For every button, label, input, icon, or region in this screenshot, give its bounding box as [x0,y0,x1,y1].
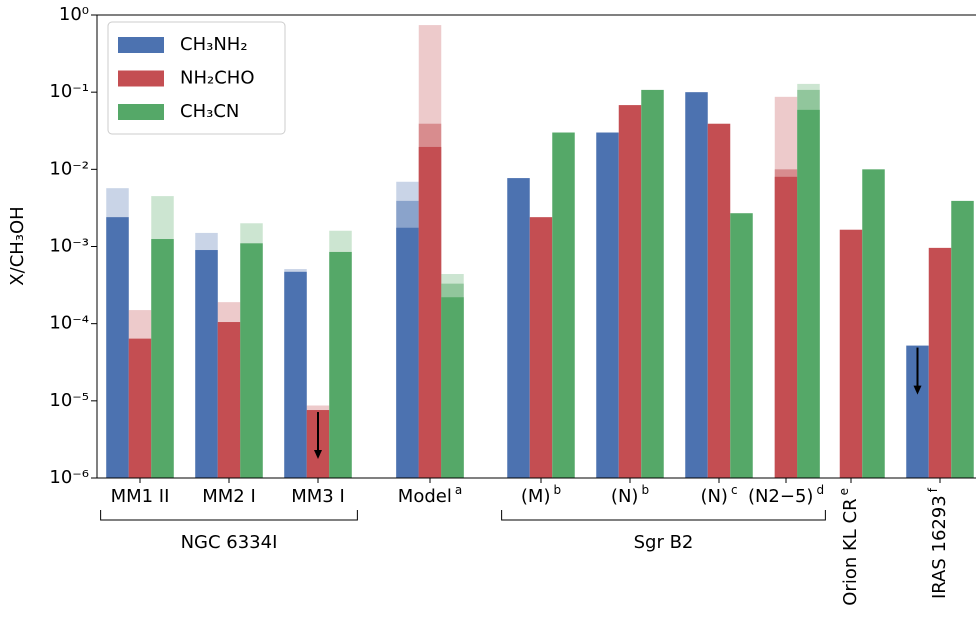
bar [106,217,129,478]
category-superscript: b [641,483,649,497]
x-tick-label: Orion KL CR e [837,488,862,606]
y-axis-label: X/CH₃OH [7,206,28,285]
x-tick-label: (N) c [700,483,737,508]
bar [596,132,619,478]
category-superscript: c [731,483,738,497]
bar [240,243,263,478]
x-tick-label: MM2 I [202,486,256,507]
bar [529,217,553,478]
bar [774,176,798,478]
category-name: Model [398,486,452,507]
y-tick-label: 10⁻³ [49,236,89,257]
bar [618,105,642,478]
bar [862,169,885,479]
bar [707,123,731,479]
y-tick-label: 10⁻⁴ [49,313,89,334]
legend-swatch [118,37,164,53]
legend-swatch [118,70,164,87]
bar [418,146,442,478]
category-name: MM3 I [291,486,345,507]
y-tick-label: 10⁻² [49,158,89,179]
category-superscript: b [553,483,561,497]
bar [396,227,419,478]
x-tick-label: MM3 I [291,486,345,507]
bar [928,247,952,478]
category-superscript: a [455,483,462,497]
bar [217,322,241,478]
category-name: (M) [521,486,551,507]
y-tick-label: 10⁻⁶ [49,467,89,488]
bar [951,200,974,478]
bar [284,271,307,478]
bar [797,109,820,479]
category-superscript: f [926,487,940,492]
legend-label: CH₃CN [180,101,239,122]
bar [906,345,929,478]
category-name: (N2−5) [748,486,814,507]
y-tick-label: 10⁰ [59,4,89,25]
x-tick-label: (N) b [611,483,649,508]
upper-limit-arrowhead [913,385,922,395]
y-tick-label: 10⁻⁵ [49,390,89,411]
bar [151,239,174,478]
x-tick-label: Model a [398,483,462,508]
x-tick-label: IRAS 16293 f [926,487,951,599]
x-tick-label: MM1 II [111,486,170,507]
x-tick-label: (M) b [521,483,561,508]
category-name: (N) [611,486,639,507]
group-label: NGC 6334I [181,532,278,553]
bar [128,338,152,478]
group-bracket [501,510,826,521]
group-bracket [100,510,358,521]
x-tick-label: (N2−5) d [748,483,824,508]
bar [507,178,530,478]
bar [685,92,708,479]
bar [195,250,218,478]
category-superscript: d [816,483,824,497]
bar [329,251,352,478]
y-tick-label: 10⁻¹ [49,81,89,102]
bar [839,229,863,478]
group-label: Sgr B2 [634,532,694,553]
category-name: (N) [700,486,728,507]
legend-swatch [118,104,164,120]
bar [730,213,753,479]
bar [441,297,464,478]
upper-limit-arrowhead [314,450,322,460]
category-name: MM2 I [202,486,256,507]
category-name: IRAS 16293 [929,495,950,599]
legend-label: NH₂CHO [180,68,255,89]
legend-label: CH₃NH₂ [180,34,248,55]
bar [552,132,575,478]
bar [641,89,664,478]
category-name: MM1 II [111,486,170,507]
category-superscript: e [837,488,851,495]
category-name: Orion KL CR [840,498,861,605]
